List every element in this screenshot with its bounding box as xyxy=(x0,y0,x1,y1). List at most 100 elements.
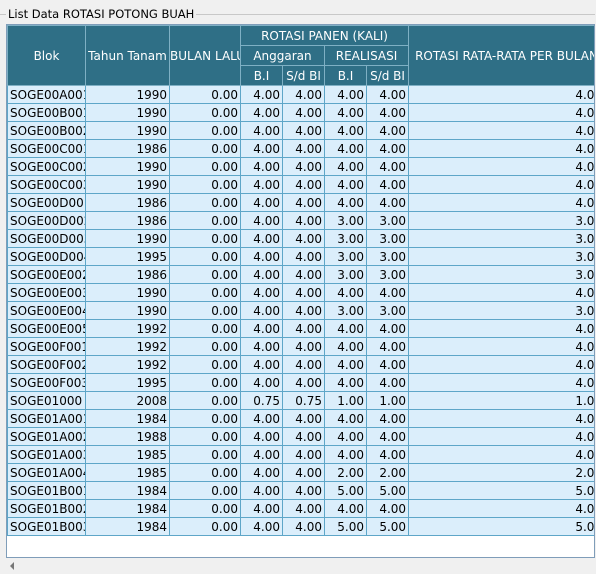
cell-value[interactable]: 1990 xyxy=(85,103,170,122)
cell-value[interactable]: 3.00 xyxy=(365,247,410,266)
cell-value[interactable]: 3.00 xyxy=(408,247,594,266)
cell-value[interactable]: 1.00 xyxy=(408,391,594,410)
cell-value[interactable]: 1990 xyxy=(85,283,170,302)
header-anggaran-bi[interactable]: B.I xyxy=(240,65,283,86)
cell-value[interactable]: 4.00 xyxy=(365,499,410,518)
cell-value[interactable]: 4.00 xyxy=(240,229,283,248)
cell-value[interactable]: 3.00 xyxy=(408,265,594,284)
cell-value[interactable]: 1986 xyxy=(85,139,170,158)
cell-value[interactable]: 4.00 xyxy=(324,85,367,104)
cell-blok[interactable]: SOGE00E005 xyxy=(7,319,86,338)
cell-blok[interactable]: SOGE00B001 xyxy=(7,103,86,122)
cell-value[interactable]: 4.00 xyxy=(408,103,594,122)
cell-value[interactable]: 4.00 xyxy=(240,211,283,230)
cell-value[interactable]: 4.00 xyxy=(365,409,410,428)
cell-value[interactable]: 3.00 xyxy=(324,301,367,320)
cell-value[interactable]: 3.00 xyxy=(365,301,410,320)
cell-value[interactable]: 4.00 xyxy=(240,373,283,392)
cell-value[interactable]: 1990 xyxy=(85,121,170,140)
cell-value[interactable]: 0.00 xyxy=(169,445,241,464)
cell-value[interactable]: 4.00 xyxy=(282,301,325,320)
cell-value[interactable]: 0.00 xyxy=(169,211,241,230)
cell-value[interactable]: 1984 xyxy=(85,409,170,428)
cell-value[interactable]: 1988 xyxy=(85,427,170,446)
cell-value[interactable]: 4.00 xyxy=(365,319,410,338)
cell-blok[interactable]: SOGE00A001 xyxy=(7,85,86,104)
cell-blok[interactable]: SOGE00F002 xyxy=(7,355,86,374)
cell-value[interactable]: 0.00 xyxy=(169,157,241,176)
cell-value[interactable]: 4.00 xyxy=(240,445,283,464)
cell-value[interactable]: 4.00 xyxy=(282,247,325,266)
cell-value[interactable]: 4.00 xyxy=(240,499,283,518)
cell-blok[interactable]: SOGE00F001 xyxy=(7,337,86,356)
cell-value[interactable]: 4.00 xyxy=(324,193,367,212)
cell-value[interactable]: 1995 xyxy=(85,373,170,392)
cell-value[interactable]: 4.00 xyxy=(282,139,325,158)
cell-value[interactable]: 1985 xyxy=(85,445,170,464)
cell-value[interactable]: 4.00 xyxy=(365,337,410,356)
cell-value[interactable]: 1992 xyxy=(85,355,170,374)
cell-blok[interactable]: SOGE00C001 xyxy=(7,139,86,158)
cell-blok[interactable]: SOGE00D004 xyxy=(7,247,86,266)
cell-value[interactable]: 4.00 xyxy=(365,355,410,374)
cell-value[interactable]: 4.00 xyxy=(240,319,283,338)
cell-value[interactable]: 1985 xyxy=(85,463,170,482)
cell-value[interactable]: 4.00 xyxy=(365,373,410,392)
cell-value[interactable]: 0.00 xyxy=(169,85,241,104)
cell-value[interactable]: 4.00 xyxy=(408,85,594,104)
header-realisasi-bi[interactable]: B.I xyxy=(324,65,367,86)
cell-value[interactable]: 4.00 xyxy=(282,103,325,122)
cell-value[interactable]: 0.00 xyxy=(169,409,241,428)
cell-value[interactable]: 4.00 xyxy=(240,139,283,158)
cell-value[interactable]: 1986 xyxy=(85,265,170,284)
cell-blok[interactable]: SOGE00E004 xyxy=(7,301,86,320)
cell-blok[interactable]: SOGE01A001 xyxy=(7,409,86,428)
cell-value[interactable]: 4.00 xyxy=(324,139,367,158)
cell-value[interactable]: 3.00 xyxy=(324,247,367,266)
header-bulan-lalu[interactable]: BULAN LALU xyxy=(169,25,241,86)
cell-value[interactable]: 4.00 xyxy=(324,337,367,356)
cell-value[interactable]: 4.00 xyxy=(282,499,325,518)
cell-value[interactable]: 3.00 xyxy=(324,211,367,230)
cell-value[interactable]: 0.00 xyxy=(169,301,241,320)
cell-value[interactable]: 4.00 xyxy=(282,355,325,374)
cell-blok[interactable]: SOGE00C002 xyxy=(7,157,86,176)
cell-value[interactable]: 5.00 xyxy=(324,517,367,536)
cell-value[interactable]: 0.00 xyxy=(169,247,241,266)
cell-value[interactable]: 1984 xyxy=(85,517,170,536)
cell-value[interactable]: 4.00 xyxy=(282,157,325,176)
cell-value[interactable]: 4.00 xyxy=(324,499,367,518)
cell-value[interactable]: 1984 xyxy=(85,481,170,500)
cell-value[interactable]: 3.00 xyxy=(324,265,367,284)
cell-value[interactable]: 0.00 xyxy=(169,283,241,302)
cell-value[interactable]: 4.00 xyxy=(282,517,325,536)
cell-value[interactable]: 1990 xyxy=(85,157,170,176)
cell-value[interactable]: 4.00 xyxy=(282,445,325,464)
cell-blok[interactable]: SOGE01A002 xyxy=(7,427,86,446)
cell-value[interactable]: 0.00 xyxy=(169,175,241,194)
cell-value[interactable]: 0.00 xyxy=(169,517,241,536)
cell-blok[interactable]: SOGE00D003 xyxy=(7,229,86,248)
cell-value[interactable]: 4.00 xyxy=(324,283,367,302)
cell-value[interactable]: 5.00 xyxy=(324,481,367,500)
cell-value[interactable]: 0.00 xyxy=(169,193,241,212)
cell-value[interactable]: 4.00 xyxy=(365,157,410,176)
cell-value[interactable]: 4.00 xyxy=(408,157,594,176)
cell-value[interactable]: 4.00 xyxy=(408,193,594,212)
cell-value[interactable]: 4.00 xyxy=(324,175,367,194)
cell-value[interactable]: 0.00 xyxy=(169,319,241,338)
cell-value[interactable]: 4.00 xyxy=(324,121,367,140)
cell-value[interactable]: 1990 xyxy=(85,175,170,194)
cell-value[interactable]: 4.00 xyxy=(282,265,325,284)
cell-value[interactable]: 4.00 xyxy=(282,283,325,302)
cell-value[interactable]: 4.00 xyxy=(365,445,410,464)
cell-value[interactable]: 2.00 xyxy=(408,463,594,482)
